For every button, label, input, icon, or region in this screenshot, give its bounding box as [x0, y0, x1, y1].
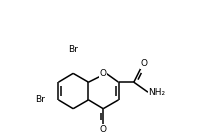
Text: Br: Br — [36, 95, 46, 104]
Text: Br: Br — [68, 45, 78, 54]
Text: O: O — [141, 59, 148, 68]
Text: NH₂: NH₂ — [149, 88, 166, 97]
Text: O: O — [100, 125, 107, 134]
Text: O: O — [99, 69, 106, 78]
